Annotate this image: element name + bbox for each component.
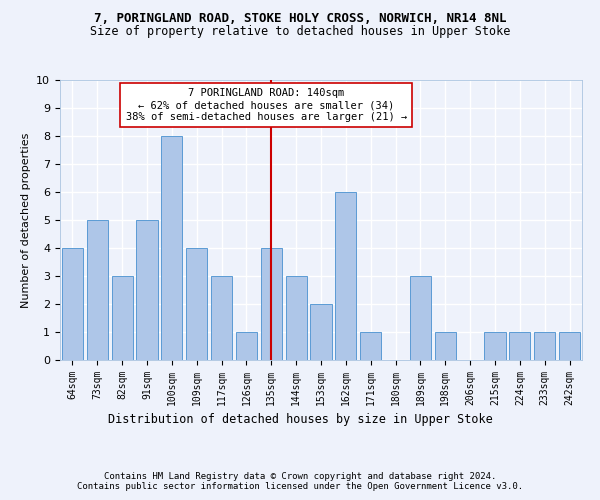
Bar <box>509 332 530 360</box>
Bar <box>211 276 232 360</box>
Bar <box>435 332 456 360</box>
Bar <box>484 332 506 360</box>
Text: 7 PORINGLAND ROAD: 140sqm
← 62% of detached houses are smaller (34)
38% of semi-: 7 PORINGLAND ROAD: 140sqm ← 62% of detac… <box>125 88 407 122</box>
Bar <box>534 332 555 360</box>
Bar <box>410 276 431 360</box>
Text: Distribution of detached houses by size in Upper Stoke: Distribution of detached houses by size … <box>107 412 493 426</box>
Bar <box>360 332 381 360</box>
Bar <box>261 248 282 360</box>
Bar <box>161 136 182 360</box>
Bar <box>335 192 356 360</box>
Bar <box>87 220 108 360</box>
Text: Contains public sector information licensed under the Open Government Licence v3: Contains public sector information licen… <box>77 482 523 491</box>
Text: Contains HM Land Registry data © Crown copyright and database right 2024.: Contains HM Land Registry data © Crown c… <box>104 472 496 481</box>
Text: Size of property relative to detached houses in Upper Stoke: Size of property relative to detached ho… <box>90 25 510 38</box>
Text: 7, PORINGLAND ROAD, STOKE HOLY CROSS, NORWICH, NR14 8NL: 7, PORINGLAND ROAD, STOKE HOLY CROSS, NO… <box>94 12 506 26</box>
Y-axis label: Number of detached properties: Number of detached properties <box>21 132 31 308</box>
Bar <box>236 332 257 360</box>
Bar <box>310 304 332 360</box>
Bar <box>559 332 580 360</box>
Bar <box>186 248 207 360</box>
Bar <box>136 220 158 360</box>
Bar <box>112 276 133 360</box>
Bar <box>286 276 307 360</box>
Bar <box>62 248 83 360</box>
